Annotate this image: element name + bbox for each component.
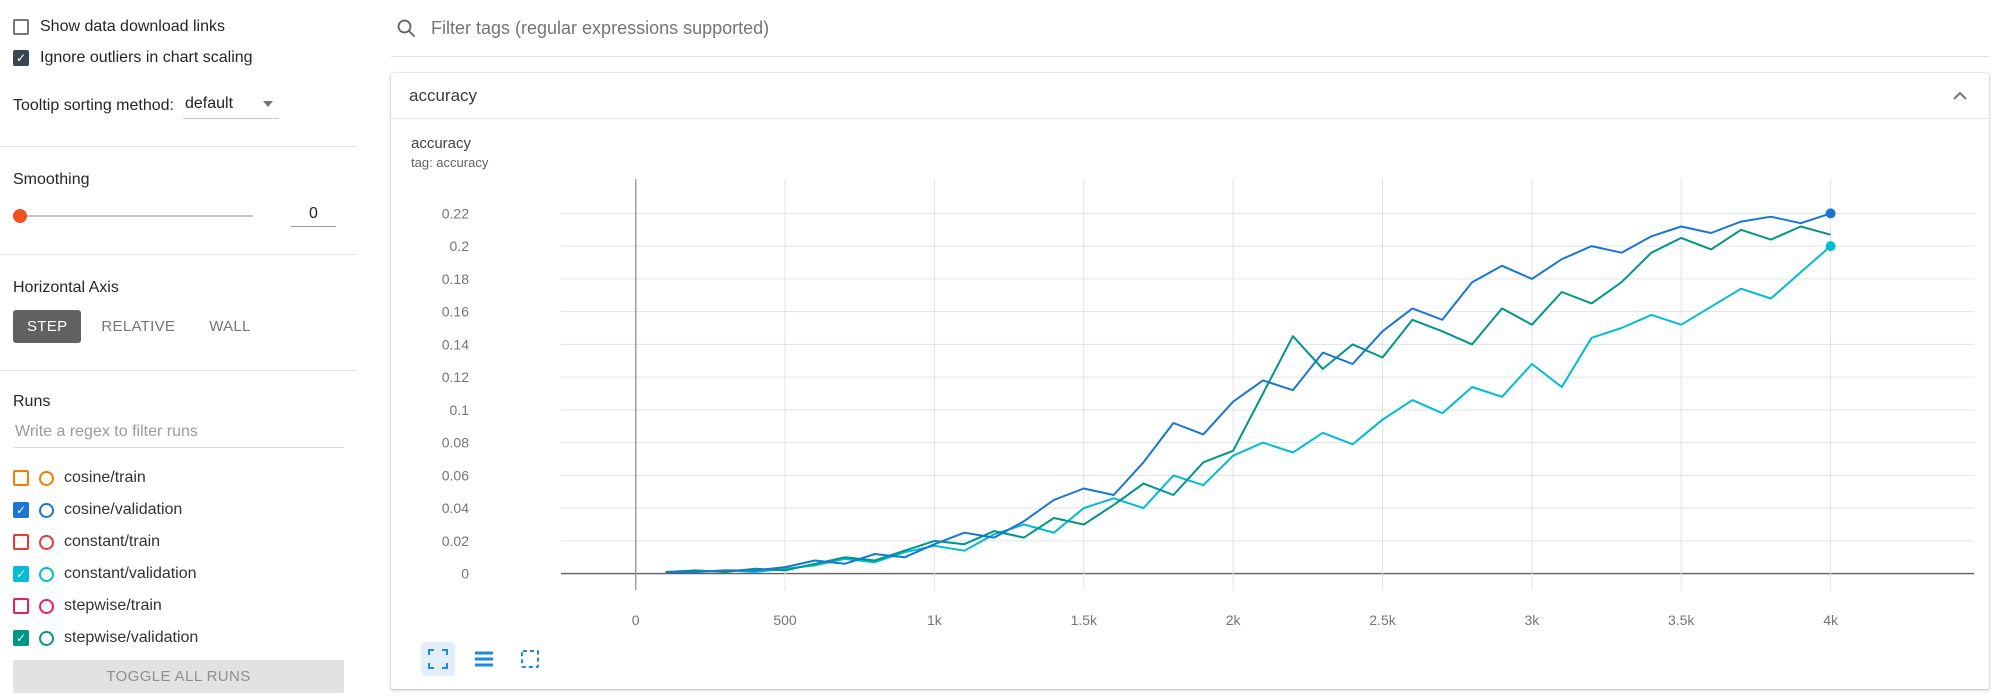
runs-filter-input[interactable] — [13, 421, 344, 448]
run-label: stepwise/train — [64, 597, 162, 614]
show-download-links-option[interactable]: Show data download links — [13, 18, 344, 36]
svg-text:3k: 3k — [1525, 612, 1541, 628]
run-color-swatch — [39, 534, 54, 550]
section-divider — [0, 254, 357, 255]
show-download-links-checkbox[interactable] — [13, 19, 29, 35]
run-row-cosine-validation[interactable]: cosine/validation — [13, 494, 344, 526]
search-icon — [397, 19, 415, 37]
run-checkbox[interactable] — [13, 598, 29, 614]
settings-sidebar: Show data download links Ignore outliers… — [0, 0, 357, 696]
svg-text:0.1: 0.1 — [450, 402, 470, 418]
accuracy-card-header[interactable]: accuracy — [391, 73, 1989, 119]
run-checkbox[interactable] — [13, 630, 29, 646]
svg-text:0.02: 0.02 — [442, 533, 469, 549]
svg-text:1.5k: 1.5k — [1071, 612, 1098, 628]
slider-track[interactable] — [13, 215, 253, 217]
run-label: constant/validation — [64, 565, 197, 582]
expand-chart-button[interactable] — [421, 642, 455, 676]
svg-text:500: 500 — [773, 612, 797, 628]
chevron-down-icon — [263, 101, 274, 107]
run-checkbox[interactable] — [13, 470, 29, 486]
run-color-swatch — [39, 566, 54, 582]
run-label: stepwise/validation — [64, 629, 199, 646]
svg-text:0: 0 — [461, 566, 469, 582]
svg-text:0.16: 0.16 — [442, 304, 469, 320]
run-checkbox[interactable] — [13, 566, 29, 582]
tooltip-sorting-value: default — [184, 95, 234, 112]
run-row-stepwise-train[interactable]: stepwise/train — [13, 590, 344, 622]
tooltip-sorting-row: Tooltip sorting method: default — [13, 93, 344, 119]
svg-text:0.12: 0.12 — [442, 369, 469, 385]
fit-domain-button[interactable] — [513, 642, 547, 676]
ignore-outliers-label: Ignore outliers in chart scaling — [40, 49, 253, 66]
run-color-swatch — [39, 502, 54, 518]
ignore-outliers-option[interactable]: Ignore outliers in chart scaling — [13, 49, 344, 67]
svg-text:0.08: 0.08 — [442, 435, 469, 451]
section-divider — [0, 370, 357, 371]
horizontal-axis-buttons: STEP RELATIVE WALL — [13, 310, 344, 343]
svg-text:0.18: 0.18 — [442, 271, 469, 287]
svg-text:0.04: 0.04 — [442, 500, 469, 516]
run-label: cosine/train — [64, 469, 146, 486]
runs-selector-button[interactable] — [467, 642, 501, 676]
card-title: accuracy — [409, 85, 478, 105]
axis-wall-button[interactable]: WALL — [195, 310, 265, 343]
svg-text:3.5k: 3.5k — [1668, 612, 1695, 628]
svg-text:0.2: 0.2 — [450, 238, 470, 254]
smoothing-label: Smoothing — [13, 171, 90, 188]
svg-text:0.14: 0.14 — [442, 336, 469, 352]
svg-text:0.22: 0.22 — [442, 205, 469, 221]
toggle-all-runs-button[interactable]: TOGGLE ALL RUNS — [13, 660, 344, 693]
show-download-links-label: Show data download links — [40, 18, 226, 35]
main-content: accuracy accuracy tag: accuracy 0 0.02 0.0… — [357, 0, 1999, 696]
run-list: cosine/train cosine/validation constant/… — [13, 462, 344, 654]
run-color-swatch — [39, 470, 54, 486]
expand-corners-icon — [428, 649, 448, 669]
axis-relative-button[interactable]: RELATIVE — [87, 310, 189, 343]
slider-thumb[interactable] — [13, 209, 27, 223]
smoothing-value-field[interactable]: 0 — [291, 205, 336, 227]
smoothing-control: 0 — [13, 205, 344, 227]
tooltip-sorting-dropdown[interactable]: default — [182, 93, 280, 119]
accuracy-line-chart: 0 0.02 0.04 0.06 0.08 0.1 0.12 0.14 0.16 0.18 0.2 0… — [442, 179, 1974, 628]
tag-filter-bar — [391, 0, 1989, 57]
run-color-swatch — [39, 630, 54, 646]
svg-text:4k: 4k — [1823, 612, 1839, 628]
smoothing-slider[interactable] — [13, 206, 253, 226]
run-label: constant/train — [64, 533, 161, 550]
accuracy-card: accuracy accuracy tag: accuracy 0 0.02 0.0… — [391, 73, 1989, 689]
tooltip-sorting-label: Tooltip sorting method: — [13, 97, 174, 114]
section-divider — [0, 146, 357, 147]
horizontal-axis-label: Horizontal Axis — [13, 279, 119, 296]
run-row-constant-validation[interactable]: constant/validation — [13, 558, 344, 590]
run-checkbox[interactable] — [13, 502, 29, 518]
run-checkbox[interactable] — [13, 534, 29, 550]
svg-text:2.5k: 2.5k — [1369, 612, 1396, 628]
svg-text:0.06: 0.06 — [442, 467, 469, 483]
chart-titles: accuracy tag: accuracy — [391, 119, 1989, 170]
run-label: cosine/validation — [64, 501, 183, 518]
tag-filter-input[interactable] — [429, 16, 1989, 40]
ignore-outliers-checkbox[interactable] — [13, 50, 29, 66]
run-row-stepwise-validation[interactable]: stepwise/validation — [13, 622, 344, 654]
run-color-swatch — [39, 598, 54, 614]
axis-step-button[interactable]: STEP — [13, 310, 82, 343]
runs-section-label: Runs — [13, 393, 51, 410]
svg-text:2k: 2k — [1226, 612, 1242, 628]
run-row-cosine-train[interactable]: cosine/train — [13, 462, 344, 494]
dashed-box-icon — [521, 650, 539, 668]
svg-text:1k: 1k — [927, 612, 943, 628]
list-lines-icon — [475, 651, 493, 667]
run-row-constant-train[interactable]: constant/train — [13, 526, 344, 558]
svg-text:0: 0 — [632, 612, 640, 628]
chart-title: accuracy — [411, 135, 472, 152]
chart-actions — [421, 642, 1989, 676]
chart-subtitle: tag: accuracy — [411, 155, 489, 170]
collapse-section-icon[interactable] — [1949, 85, 1971, 107]
